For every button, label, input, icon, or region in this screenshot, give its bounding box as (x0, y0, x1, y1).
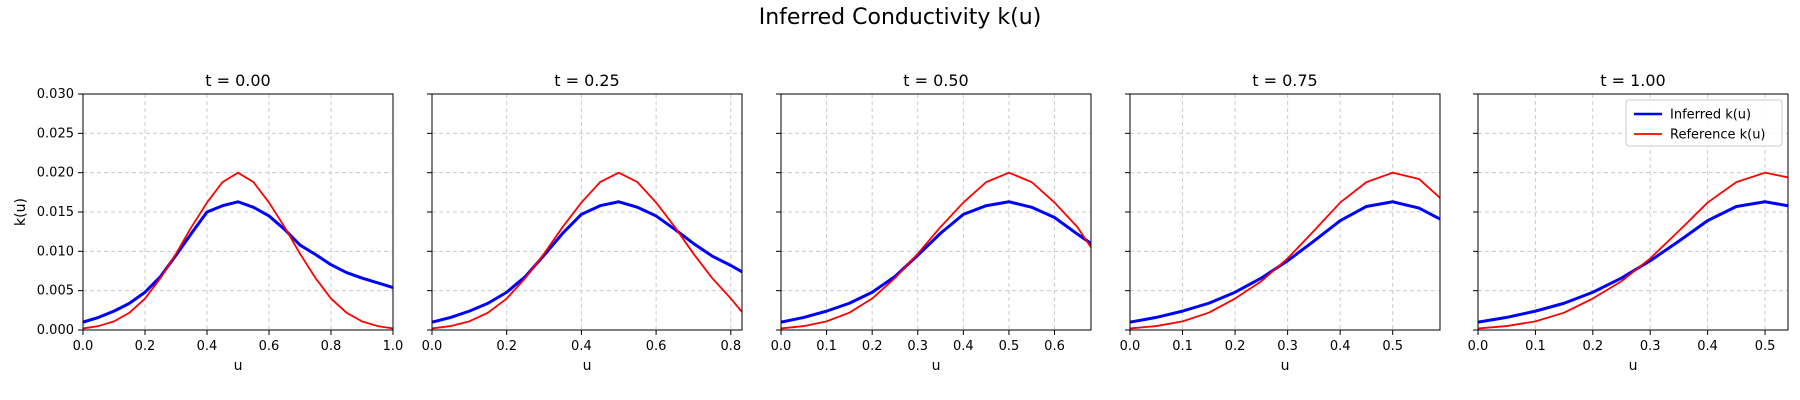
y-tick-label: 0.015 (37, 205, 74, 220)
series-line-reference (1130, 171, 1440, 330)
x-tick-label: 0.0 (422, 339, 443, 354)
x-tick-label: 0.0 (73, 339, 94, 354)
legend-box (1625, 99, 1783, 147)
x-tick-label: 0.5 (1382, 339, 1403, 354)
x-tick-label: 0.4 (197, 339, 218, 354)
series-line-inferred (432, 200, 742, 324)
x-tick-label: 0.6 (259, 339, 280, 354)
axes-root: 0.0 0.2 0.4 0.6 0.8 1.0 0.000 0.005 0.010 0.015 0.… (13, 71, 1789, 374)
x-tick-label: 0.1 (1525, 339, 1546, 354)
x-tick-label: 0.2 (135, 339, 156, 354)
legend-label-inferred: Inferred k(u) (1670, 108, 1751, 123)
subplot-5: 0.0 0.1 0.2 0.3 0.4 0.5 t = 1.00 u Inferred k(u)… (1468, 71, 1789, 374)
x-tick-label: 1.0 (383, 339, 404, 354)
series-line-inferred (1130, 200, 1440, 324)
subplot-title: t = 0.50 (903, 71, 968, 90)
x-axis-label: u (1629, 358, 1638, 374)
subplot-3: 0.0 0.1 0.2 0.3 0.4 0.5 0.6 t = 0.50 u (771, 71, 1092, 374)
x-tick-label: 0.6 (646, 339, 667, 354)
x-axis-label: u (583, 358, 592, 374)
x-tick-label: 0.0 (1468, 339, 1489, 354)
x-tick-label: 0.4 (1697, 339, 1718, 354)
x-tick-label: 0.1 (816, 339, 837, 354)
subplot-title: t = 0.75 (1252, 71, 1317, 90)
series-line-inferred (781, 200, 1091, 324)
x-tick-label: 0.3 (1277, 339, 1298, 354)
x-tick-label: 0.4 (571, 339, 592, 354)
x-axis-label: u (234, 358, 243, 374)
x-tick-label: 0.3 (1640, 339, 1661, 354)
series-line-reference (432, 171, 742, 330)
x-tick-label: 0.8 (321, 339, 342, 354)
series-line-inferred (1478, 200, 1788, 324)
subplot-4: 0.0 0.1 0.2 0.3 0.4 0.5 t = 0.75 u (1120, 71, 1441, 374)
series-line-reference (1478, 171, 1788, 330)
x-axis-label: u (1281, 358, 1290, 374)
y-axis-label: k(u) (13, 198, 29, 226)
x-tick-label: 0.5 (999, 339, 1020, 354)
series-line-reference (781, 171, 1091, 330)
y-tick-label: 0.005 (37, 284, 74, 299)
legend-label-reference: Reference k(u) (1670, 128, 1766, 143)
subplot-title: t = 0.00 (205, 71, 270, 90)
x-tick-label: 0.6 (1044, 339, 1065, 354)
x-tick-label: 0.2 (1582, 339, 1603, 354)
x-tick-label: 0.3 (907, 339, 928, 354)
x-tick-label: 0.2 (1225, 339, 1246, 354)
x-tick-label: 0.2 (862, 339, 883, 354)
subplot-title: t = 1.00 (1600, 71, 1665, 90)
x-axis-label: u (932, 358, 941, 374)
y-tick-label: 0.030 (37, 87, 74, 102)
figure-title: Inferred Conductivity k(u) (759, 5, 1042, 30)
legend: Inferred k(u) Reference k(u) (1625, 99, 1783, 147)
subplot-2: 0.0 0.2 0.4 0.6 0.8 t = 0.25 u (422, 71, 743, 374)
x-tick-label: 0.2 (496, 339, 517, 354)
x-tick-label: 0.8 (720, 339, 741, 354)
x-tick-label: 0.4 (953, 339, 974, 354)
series-line-reference (83, 171, 393, 330)
subplot-title: t = 0.25 (554, 71, 619, 90)
subplot-1: 0.0 0.2 0.4 0.6 0.8 1.0 0.000 0.005 0.010 0.015 0.… (13, 71, 403, 374)
x-tick-label: 0.4 (1330, 339, 1351, 354)
y-tick-label: 0.010 (37, 244, 74, 259)
x-tick-label: 0.1 (1172, 339, 1193, 354)
x-tick-label: 0.5 (1755, 339, 1776, 354)
series-line-inferred (83, 200, 393, 324)
y-tick-label: 0.020 (37, 166, 74, 181)
y-tick-label: 0.025 (37, 126, 74, 141)
y-tick-label: 0.000 (37, 323, 74, 338)
x-tick-label: 0.0 (771, 339, 792, 354)
x-tick-label: 0.0 (1120, 339, 1141, 354)
